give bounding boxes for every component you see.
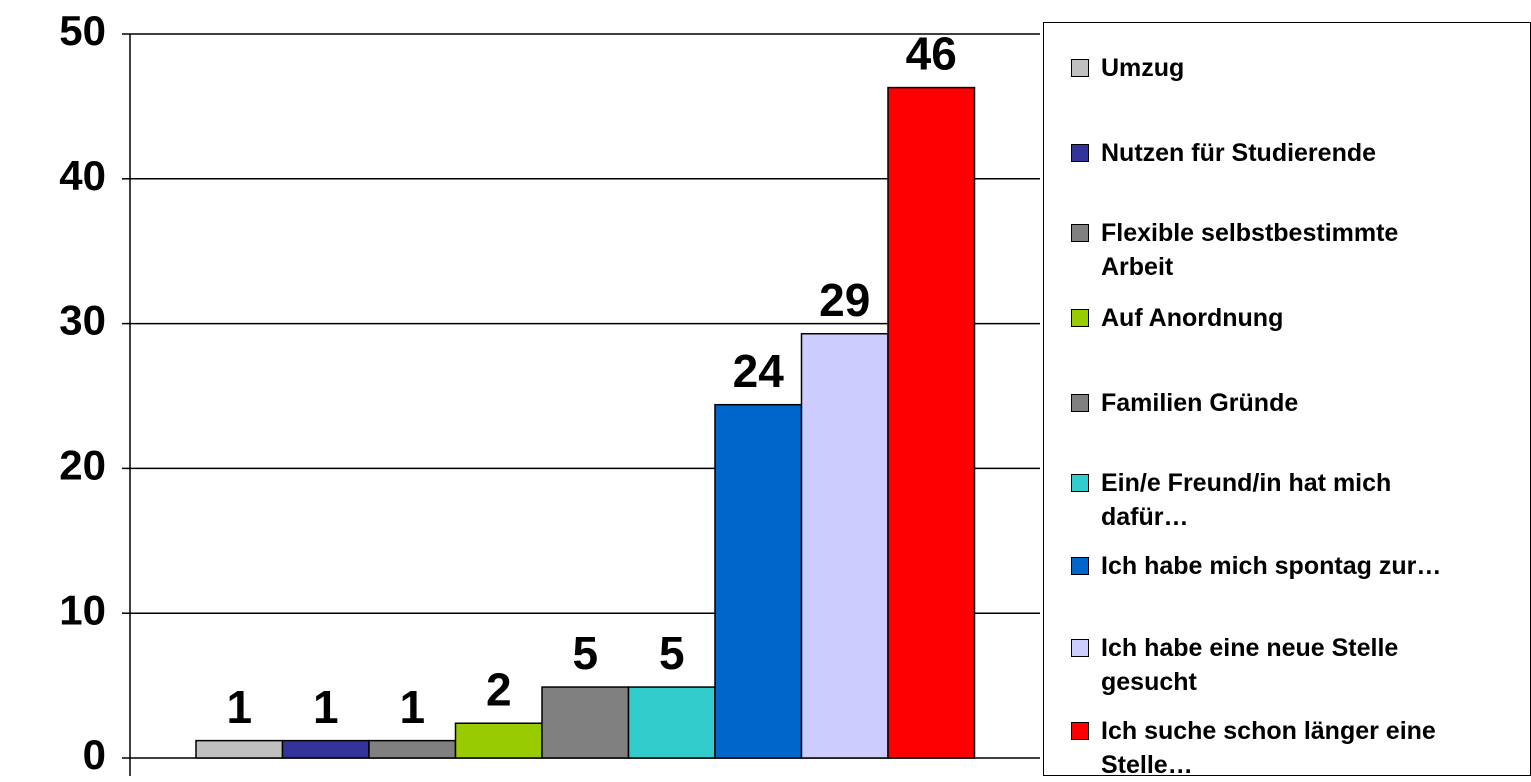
data-label: 1 bbox=[226, 681, 252, 733]
legend-swatch bbox=[1071, 474, 1089, 492]
legend-swatch bbox=[1071, 394, 1089, 412]
legend-item: Auf Anordnung bbox=[1071, 301, 1283, 335]
y-tick-label: 40 bbox=[59, 152, 106, 199]
legend-swatch bbox=[1071, 722, 1089, 740]
legend-swatch bbox=[1071, 557, 1089, 575]
y-tick-label: 30 bbox=[59, 297, 106, 344]
legend-label: Auf Anordnung bbox=[1101, 304, 1284, 332]
data-label: 1 bbox=[313, 681, 339, 733]
legend-item: Familien Gründe bbox=[1071, 386, 1298, 420]
data-label: 24 bbox=[733, 345, 785, 397]
data-label: 29 bbox=[819, 274, 870, 326]
legend-label: Familien Gründe bbox=[1101, 389, 1299, 417]
legend-swatch bbox=[1071, 144, 1089, 162]
legend-item: Umzug bbox=[1071, 51, 1184, 85]
y-tick-label: 0 bbox=[83, 731, 106, 776]
legend-swatch bbox=[1071, 309, 1089, 327]
legend-label: Ich habe mich spontag zur… bbox=[1101, 552, 1442, 580]
bar bbox=[281, 739, 370, 759]
bar bbox=[541, 686, 630, 759]
legend-item: Ich suche schon länger eine Stelle… bbox=[1071, 714, 1511, 782]
bar bbox=[627, 686, 716, 759]
legend-item: Ein/e Freund/in hat mich dafür… bbox=[1071, 466, 1471, 534]
bar bbox=[368, 739, 457, 759]
bar bbox=[454, 722, 543, 759]
data-label: 2 bbox=[486, 663, 512, 715]
legend-label: Ein/e Freund/in hat mich dafür… bbox=[1101, 469, 1392, 531]
legend-swatch bbox=[1071, 639, 1089, 657]
y-tick-label: 50 bbox=[59, 7, 106, 54]
data-label: 46 bbox=[906, 28, 957, 80]
legend-swatch bbox=[1071, 59, 1089, 77]
legend-label: Flexible selbstbestimmte Arbeit bbox=[1101, 219, 1399, 281]
y-tick-label: 20 bbox=[59, 441, 106, 488]
legend-label: Ich habe eine neue Stelle gesucht bbox=[1101, 634, 1399, 696]
bar bbox=[887, 86, 976, 759]
legend: Umzug Nutzen für Studierende Flexible selb… bbox=[1043, 22, 1531, 779]
legend-item: Ich habe mich spontag zur… bbox=[1071, 549, 1441, 583]
legend-label: Umzug bbox=[1101, 54, 1185, 82]
legend-item: Nutzen für Studierende bbox=[1071, 136, 1376, 170]
data-label: 5 bbox=[572, 627, 598, 679]
data-label: 1 bbox=[399, 681, 425, 733]
legend-label: Ich suche schon länger eine Stelle… bbox=[1101, 717, 1436, 779]
legend-item: Ich habe eine neue Stelle gesucht bbox=[1071, 631, 1471, 699]
data-label: 5 bbox=[659, 627, 685, 679]
bar bbox=[714, 403, 803, 759]
bar bbox=[800, 332, 889, 759]
legend-item: Flexible selbstbestimmte Arbeit bbox=[1071, 216, 1471, 284]
legend-label: Nutzen für Studierende bbox=[1101, 139, 1377, 167]
bar bbox=[195, 739, 284, 759]
y-tick-label: 10 bbox=[59, 586, 106, 633]
legend-swatch bbox=[1071, 224, 1089, 242]
chart: 0 10 20 30 40 50 1 1 1 2 5 5 24 29 46 bbox=[59, 7, 1040, 776]
